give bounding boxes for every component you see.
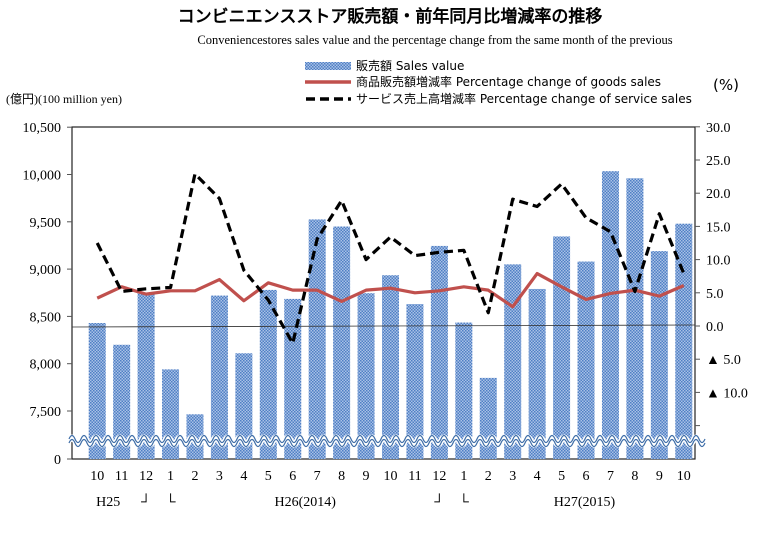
left-tick-label: 10,000	[23, 169, 62, 184]
bar-sales-23	[651, 251, 668, 459]
x-tick-label: 8	[338, 469, 345, 484]
left-tick-label: 9,000	[30, 263, 62, 278]
legend-label-goods: 商品販売額増減率 Percentage change of goods sale…	[356, 74, 661, 89]
bar-sales-11	[358, 293, 375, 459]
bar-sales-20	[578, 262, 595, 459]
x-tick-label: 3	[216, 469, 223, 484]
bar-sales-14	[431, 246, 448, 459]
left-tick-label: 9,500	[30, 216, 62, 231]
x-tick-label: 9	[363, 469, 370, 484]
right-tick-label: 15.0	[706, 220, 731, 235]
bar-sales-5	[211, 296, 228, 459]
bar-sales-19	[553, 236, 570, 459]
right-tick-label: 0.0	[706, 320, 724, 335]
x-tick-label: 5	[558, 469, 565, 484]
year-label: └	[459, 493, 469, 510]
x-tick-label: 1	[460, 469, 467, 484]
bar-sales-10	[333, 227, 350, 459]
left-tick-label: 8,000	[30, 358, 62, 373]
year-label: ┘	[433, 493, 444, 510]
bar-sales-22	[626, 178, 643, 459]
right-tick-label: ▲ 5.0	[706, 353, 741, 368]
x-tick-label: 2	[191, 469, 198, 484]
x-tick-label: 4	[240, 469, 247, 484]
left-tick-label: 0	[54, 453, 61, 468]
x-tick-label: 8	[631, 469, 638, 484]
legend: 販売額 Sales value 商品販売額増減率 Percentage chan…	[305, 58, 692, 106]
right-tick-label: 30.0	[706, 121, 731, 136]
right-tick-label: 25.0	[706, 154, 731, 169]
x-tick-label: 6	[289, 469, 296, 484]
right-tick-label: ▲ 10.0	[706, 386, 748, 401]
x-tick-label: 7	[314, 469, 321, 484]
legend-swatch-sales	[305, 62, 351, 70]
x-tick-label: 10	[384, 469, 398, 484]
legend-label-service: サービス売上高増減率 Percentage change of service …	[356, 91, 692, 106]
year-label: H26(2014)	[274, 495, 336, 510]
left-tick-label: 7,500	[30, 405, 62, 420]
bar-sales-12	[382, 275, 399, 459]
x-tick-label: 4	[534, 469, 541, 484]
x-tick-label: 10	[90, 469, 104, 484]
x-tick-label: 12	[139, 469, 153, 484]
bar-sales-18	[529, 289, 546, 459]
bar-sales-9	[309, 219, 326, 459]
x-tick-label: 9	[656, 469, 663, 484]
left-tick-label: 10,500	[23, 121, 62, 136]
x-tick-label: 10	[677, 469, 691, 484]
x-tick-label: 1	[167, 469, 174, 484]
year-label: H25	[96, 495, 120, 510]
right-tick-label: 5.0	[706, 287, 724, 302]
bar-sales-2	[138, 293, 155, 459]
chart-subtitle: Conveniencestores sales value and the pe…	[197, 33, 672, 47]
year-label: └	[166, 493, 176, 510]
left-tick-label: 8,500	[30, 310, 62, 325]
bar-sales-7	[260, 290, 277, 459]
chart-title: コンビニエンスストア販売額・前年同月比増減率の推移	[178, 6, 603, 27]
x-tick-label: 12	[432, 469, 446, 484]
bar-sales-17	[504, 264, 521, 459]
bar-sales-21	[602, 171, 619, 459]
x-tick-label: 3	[509, 469, 516, 484]
x-tick-label: 11	[408, 469, 421, 484]
x-tick-label: 11	[115, 469, 128, 484]
x-tick-label: 7	[607, 469, 614, 484]
year-label: H27(2015)	[554, 495, 616, 510]
x-tick-label: 5	[265, 469, 272, 484]
right-axis-unit: (%)	[713, 76, 739, 94]
year-label: ┘	[140, 493, 151, 510]
right-tick-label: 10.0	[706, 254, 731, 269]
x-tick-label: 2	[485, 469, 492, 484]
right-tick-label: 20.0	[706, 187, 731, 202]
legend-label-sales: 販売額 Sales value	[356, 58, 464, 73]
x-tick-label: 6	[583, 469, 590, 484]
left-axis-unit: (億円)(100 million yen)	[6, 92, 122, 106]
